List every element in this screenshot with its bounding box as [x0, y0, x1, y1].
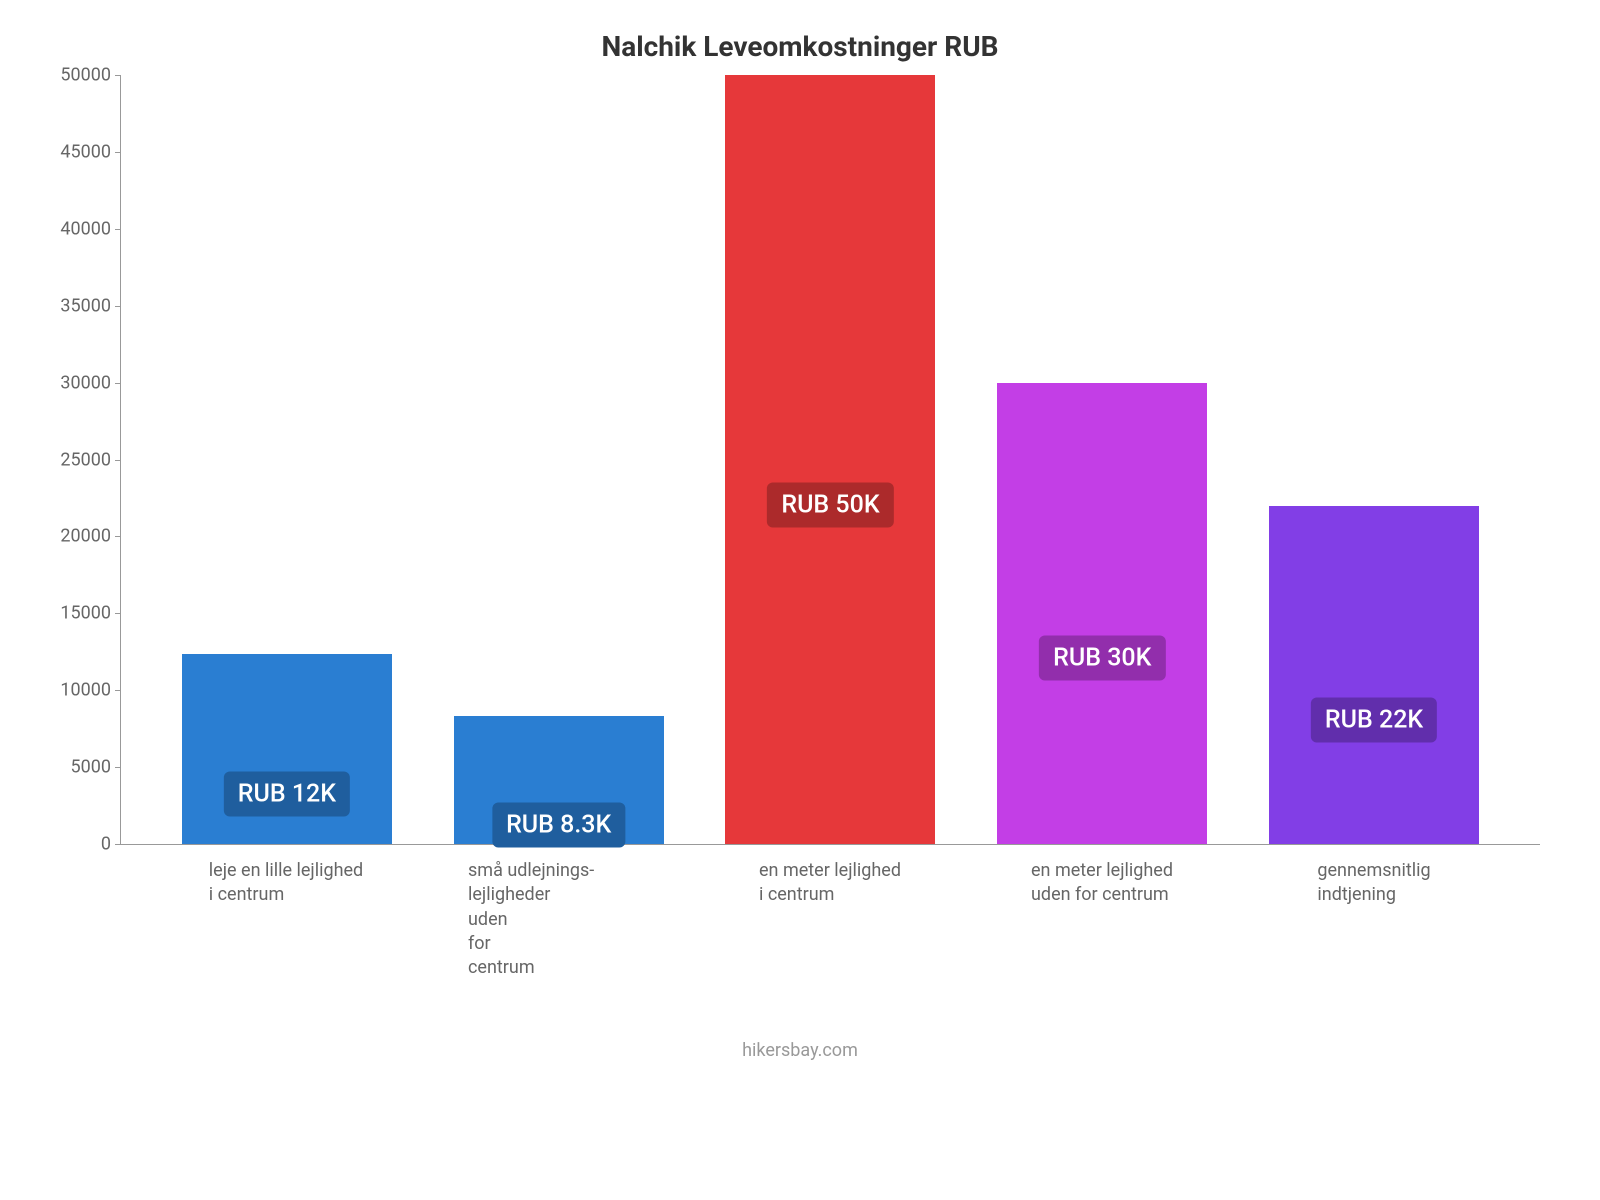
plot-area: RUB 12KRUB 8.3KRUB 50KRUB 30KRUB 22K 050… — [120, 75, 1540, 845]
x-axis-label: gennemsnitlig indtjening — [1317, 859, 1430, 980]
bar: RUB 8.3K — [454, 716, 664, 844]
y-tick-label: 5000 — [71, 757, 121, 778]
x-label-slot: en meter lejlighed uden for centrum — [966, 859, 1238, 980]
bar-slot: RUB 30K — [966, 75, 1238, 844]
bar-slot: RUB 22K — [1238, 75, 1510, 844]
y-tick-label: 40000 — [60, 218, 121, 239]
x-axis-label: leje en lille lejlighed i centrum — [209, 859, 363, 980]
chart-container: Nalchik Leveomkostninger RUB RUB 12KRUB … — [0, 0, 1600, 1200]
y-tick-label: 50000 — [60, 65, 121, 86]
x-label-slot: en meter lejlighed i centrum — [694, 859, 966, 980]
x-label-slot: små udlejnings-lejligheder uden for cent… — [422, 859, 694, 980]
bar-slot: RUB 8.3K — [423, 75, 695, 844]
bar-value-badge: RUB 8.3K — [492, 802, 625, 847]
bar-value-badge: RUB 50K — [767, 482, 893, 527]
bar-value-badge: RUB 12K — [224, 772, 350, 817]
y-tick-label: 20000 — [60, 526, 121, 547]
x-axis-label: en meter lejlighed uden for centrum — [1031, 859, 1173, 980]
bar-slot: RUB 50K — [695, 75, 967, 844]
x-axis-labels: leje en lille lejlighed i centrum små udl… — [120, 845, 1540, 980]
x-label-slot: leje en lille lejlighed i centrum — [150, 859, 422, 980]
bar-value-badge: RUB 22K — [1311, 697, 1437, 742]
x-label-slot: gennemsnitlig indtjening — [1238, 859, 1510, 980]
bar-value-badge: RUB 30K — [1039, 636, 1165, 681]
bar: RUB 12K — [182, 654, 392, 844]
bar: RUB 22K — [1269, 506, 1479, 844]
y-tick-label: 30000 — [60, 372, 121, 393]
chart-title: Nalchik Leveomkostninger RUB — [40, 30, 1560, 63]
y-tick-label: 25000 — [60, 449, 121, 470]
bar: RUB 30K — [997, 383, 1207, 844]
x-axis-label: en meter lejlighed i centrum — [759, 859, 901, 980]
y-tick-label: 10000 — [60, 680, 121, 701]
bar-slot: RUB 12K — [151, 75, 423, 844]
bars-row: RUB 12K RUB 8.3K RUB 50K RUB 30K RUB 22K — [121, 75, 1540, 844]
y-tick-label: 35000 — [60, 295, 121, 316]
bar: RUB 50K — [725, 75, 935, 844]
y-tick-label: 15000 — [60, 603, 121, 624]
attribution-text: hikersbay.com — [40, 1040, 1560, 1061]
y-tick-label: 45000 — [60, 141, 121, 162]
x-axis-label: små udlejnings-lejligheder uden for cent… — [468, 859, 648, 980]
